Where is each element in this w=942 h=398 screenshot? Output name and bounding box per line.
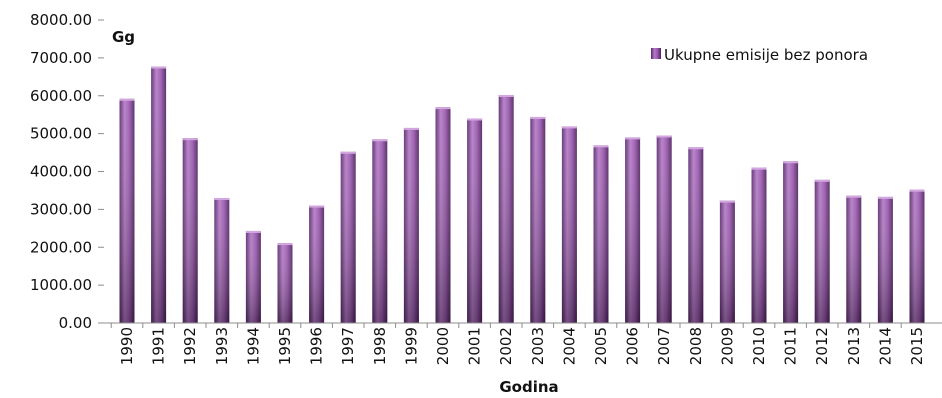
bar-top-2000 (435, 107, 451, 110)
y-tick-label: 4000.00 (30, 163, 92, 181)
x-tick-label: 1993 (213, 327, 231, 365)
bar-shade-2013 (846, 195, 862, 323)
bar-top-1997 (340, 151, 356, 154)
bar-shade-2012 (814, 179, 830, 323)
bar-shade-2008 (688, 147, 704, 323)
bars-group (119, 66, 925, 324)
x-tick-label: 1997 (339, 327, 357, 365)
x-tick-label: 2001 (466, 327, 484, 365)
bar-top-1991 (151, 66, 167, 69)
bar-shade-2007 (656, 135, 672, 323)
x-tick-label: 2014 (876, 327, 894, 365)
bar-shade-2010 (751, 167, 767, 323)
x-tick-label: 2010 (750, 327, 768, 365)
bar-shade-2004 (561, 126, 577, 324)
x-tick-label: 1996 (308, 327, 326, 365)
bar-top-2003 (530, 116, 546, 119)
bar-top-2009 (719, 200, 735, 203)
bar-top-2013 (846, 195, 862, 198)
bar-shade-2005 (593, 145, 609, 323)
bar-shade-2009 (719, 200, 735, 323)
x-tick-label: 2011 (782, 327, 800, 365)
x-tick-label: 2012 (813, 327, 831, 365)
x-tick-label: 1992 (181, 327, 199, 365)
y-axis-ticks: 0.00 1000.00 2000.00 3000.00 4000.00 5000.00 6… (30, 11, 104, 332)
bar-top-2002 (498, 94, 514, 97)
bar-shade-1990 (119, 98, 135, 323)
bar-top-2014 (877, 196, 893, 199)
legend-swatch (651, 48, 661, 59)
x-tick-label: 2006 (624, 327, 642, 365)
x-tick-label: 2005 (592, 327, 610, 365)
bar-shade-1997 (340, 151, 356, 323)
x-tick-label: 2009 (718, 327, 736, 365)
y-tick-label: 1000.00 (30, 276, 92, 294)
x-tick-label: 1999 (402, 327, 420, 365)
y-tick-label: 3000.00 (30, 200, 92, 218)
bar-top-1995 (277, 243, 293, 246)
bar-top-2007 (656, 135, 672, 138)
bar-shade-2003 (530, 116, 546, 324)
bar-top-1999 (403, 127, 419, 130)
bar-shade-2001 (467, 118, 483, 323)
y-tick-label: 6000.00 (30, 87, 92, 105)
bar-top-2011 (783, 161, 799, 164)
y-tick-label: 8000.00 (30, 11, 92, 29)
bar-shade-1998 (372, 139, 388, 323)
bar-top-2005 (593, 145, 609, 148)
x-tick-label: 2013 (845, 327, 863, 365)
x-tick-label: 2002 (497, 327, 515, 365)
legend: Ukupne emisije bez ponora (651, 46, 868, 64)
y-axis-title: Gg (112, 28, 135, 46)
bar-top-2008 (688, 147, 704, 150)
bar-top-2010 (751, 167, 767, 170)
bar-shade-1999 (403, 127, 419, 323)
y-tick-label: 7000.00 (30, 49, 92, 67)
bar-shade-1994 (245, 230, 261, 323)
bar-shade-2011 (783, 161, 799, 323)
bar-top-2006 (625, 137, 641, 140)
bar-top-2001 (467, 118, 483, 121)
x-tick-label: 1998 (371, 327, 389, 365)
x-tick-label: 2008 (687, 327, 705, 365)
bar-top-2012 (814, 179, 830, 182)
y-tick-label: 2000.00 (30, 238, 92, 256)
bar-shade-1996 (309, 205, 325, 323)
legend-label: Ukupne emisije bez ponora (664, 46, 868, 64)
x-tick-label: 2015 (908, 327, 926, 365)
y-tick-label: 0.00 (59, 314, 92, 332)
bar-top-1993 (214, 198, 230, 201)
x-axis-ticks: 1990 1991 1992 1993 1994 1995 1996 1997 1998 1999… (110, 323, 926, 365)
bar-top-1998 (372, 139, 388, 142)
bar-shade-1995 (277, 243, 293, 323)
bar-shade-2014 (877, 196, 893, 323)
bar-shade-2000 (435, 107, 451, 323)
bar-top-2015 (909, 189, 925, 192)
bar-top-1992 (182, 138, 198, 141)
bar-top-1996 (309, 205, 325, 208)
bar-shade-1993 (214, 198, 230, 323)
x-tick-label: 2007 (655, 327, 673, 365)
bar-shade-2006 (625, 137, 641, 323)
bar-shade-2002 (498, 94, 514, 324)
bar-top-2004 (561, 126, 577, 129)
x-tick-label: 2000 (434, 327, 452, 365)
x-tick-label: 1995 (276, 327, 294, 365)
bar-shade-1992 (182, 138, 198, 323)
x-tick-label: 2004 (560, 327, 578, 365)
x-axis-title: Godina (499, 378, 558, 396)
x-tick-label: 1991 (150, 327, 168, 365)
x-tick-label: 1990 (118, 327, 136, 365)
x-tick-label: 2003 (529, 327, 547, 365)
bar-top-1990 (119, 98, 135, 101)
bar-shade-1991 (151, 66, 167, 324)
bar-top-1994 (245, 230, 261, 233)
y-tick-label: 5000.00 (30, 125, 92, 143)
x-tick-label: 1994 (244, 327, 262, 365)
bar-shade-2015 (909, 189, 925, 323)
